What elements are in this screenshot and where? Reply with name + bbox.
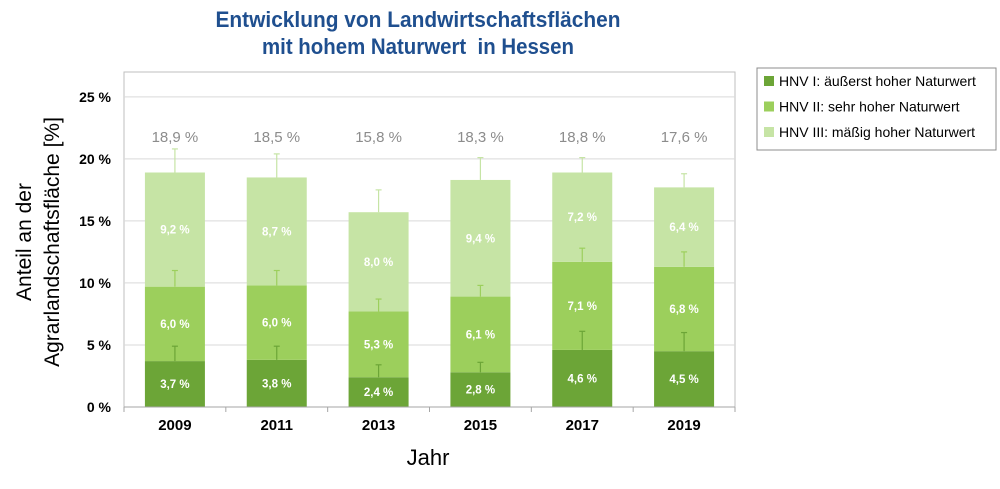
data-label-hnv-i: 3,8 %: [262, 378, 291, 390]
data-label-hnv-i: 2,4 %: [364, 387, 393, 399]
legend-label-hnv-iii: HNV III: mäßig hoher Naturwert: [779, 124, 975, 140]
data-label-hnv-i: 4,5 %: [669, 374, 698, 386]
x-tick-label: 2009: [158, 417, 191, 434]
y-tick-label: 15 %: [79, 213, 111, 229]
legend-label-hnv-ii: HNV II: sehr hoher Naturwert: [779, 99, 960, 115]
bar-segment-hnv-i: [246, 359, 307, 407]
legend-label-hnv-i: HNV I: äußerst hoher Naturwert: [779, 73, 976, 89]
data-label-hnv-i: 2,8 %: [466, 385, 495, 397]
chart-title-line-2: mit hohem Naturwert in Hessen: [262, 34, 574, 59]
y-axis-title: Anteil an der Agrarlandschaftsfläche [%]: [13, 117, 64, 367]
data-label-hnv-ii: 5,3 %: [364, 339, 393, 351]
bar-segment-hnv-i: [144, 361, 205, 407]
y-axis-title-line-2: Agrarlandschaftsfläche [%]: [41, 117, 64, 367]
gridlines: [123, 71, 736, 408]
data-label-hnv-ii: 6,0 %: [160, 319, 189, 331]
legend-swatch-hnv-ii: [764, 101, 774, 112]
legend-box: [756, 67, 997, 151]
data-label-hnv-ii: 6,0 %: [262, 318, 291, 330]
total-label: 15,8 %: [355, 129, 402, 146]
legend: HNV I: äußerst hoher Naturwert HNV II: se…: [756, 67, 997, 151]
total-label: 17,6 %: [661, 129, 708, 146]
error-bars: [171, 148, 688, 378]
y-tick-label: 5 %: [87, 337, 112, 353]
y-tick-label: 0 %: [87, 399, 112, 415]
data-label-hnv-ii: 6,1 %: [466, 329, 495, 341]
bar-segment-hnv-ii: [450, 296, 511, 373]
x-tick-label: 2017: [566, 417, 599, 434]
bar-segment-hnv-i: [654, 351, 715, 407]
data-label-hnv-ii: 6,8 %: [669, 304, 698, 316]
bar-segment-hnv-iii: [348, 212, 409, 312]
total-label: 18,5 %: [253, 129, 300, 146]
data-label-hnv-iii: 9,2 %: [160, 225, 189, 237]
y-tick-label: 10 %: [79, 275, 111, 291]
bar-segment-hnv-iii: [552, 172, 613, 262]
bar-segment-hnv-i: [348, 377, 409, 407]
bar-segments: [144, 172, 715, 407]
total-label: 18,8 %: [559, 129, 606, 146]
bar-segment-hnv-iii: [144, 172, 205, 287]
data-label-hnv-i: 3,7 %: [160, 379, 189, 391]
chart-title-line-1: Entwicklung von Landwirtschaftsflächen: [216, 7, 621, 32]
segment-data-labels: 3,7 % 6,0 % 9,2 % 3,8 % 6,0 % 8,7 % 2,4 % 5,3 %…: [160, 212, 699, 399]
x-tick-label: 2015: [464, 417, 497, 434]
data-label-hnv-iii: 7,2 %: [568, 212, 597, 224]
legend-swatch-hnv-i: [764, 76, 774, 86]
data-label-hnv-ii: 7,1 %: [568, 301, 597, 313]
x-tick-label: 2011: [260, 417, 293, 434]
axes: 0 % 5 % 10 % 15 % 20 % 25 % 2009 2011 2013 2015 20…: [79, 89, 736, 434]
data-label-hnv-iii: 9,4 %: [466, 233, 495, 245]
chart-title: Entwicklung von Landwirtschaftsflächen m…: [216, 7, 621, 59]
bar-segment-hnv-iii: [450, 179, 511, 297]
data-label-hnv-iii: 6,4 %: [669, 222, 698, 234]
x-tick-label: 2013: [362, 417, 395, 434]
data-label-hnv-iii: 8,0 %: [364, 257, 393, 269]
x-tick-label: 2019: [667, 417, 700, 434]
legend-swatch-hnv-iii: [764, 127, 774, 137]
bar-segment-hnv-i: [552, 349, 613, 407]
total-data-labels: 18,9 % 18,5 % 15,8 % 18,3 % 18,8 % 17,6 %: [152, 129, 708, 146]
y-axis-title-line-1: Anteil an der: [13, 183, 36, 301]
total-label: 18,9 %: [152, 129, 199, 146]
data-label-hnv-i: 4,6 %: [568, 373, 597, 385]
data-label-hnv-iii: 8,7 %: [262, 226, 291, 238]
y-tick-label: 20 %: [79, 151, 111, 167]
bar-segment-hnv-iii: [246, 177, 307, 286]
plot-area: [123, 71, 736, 408]
x-axis-title: Jahr: [407, 445, 450, 470]
y-tick-label: 25 %: [79, 89, 111, 105]
bar-segment-hnv-i: [450, 372, 511, 407]
total-label: 18,3 %: [457, 129, 504, 146]
